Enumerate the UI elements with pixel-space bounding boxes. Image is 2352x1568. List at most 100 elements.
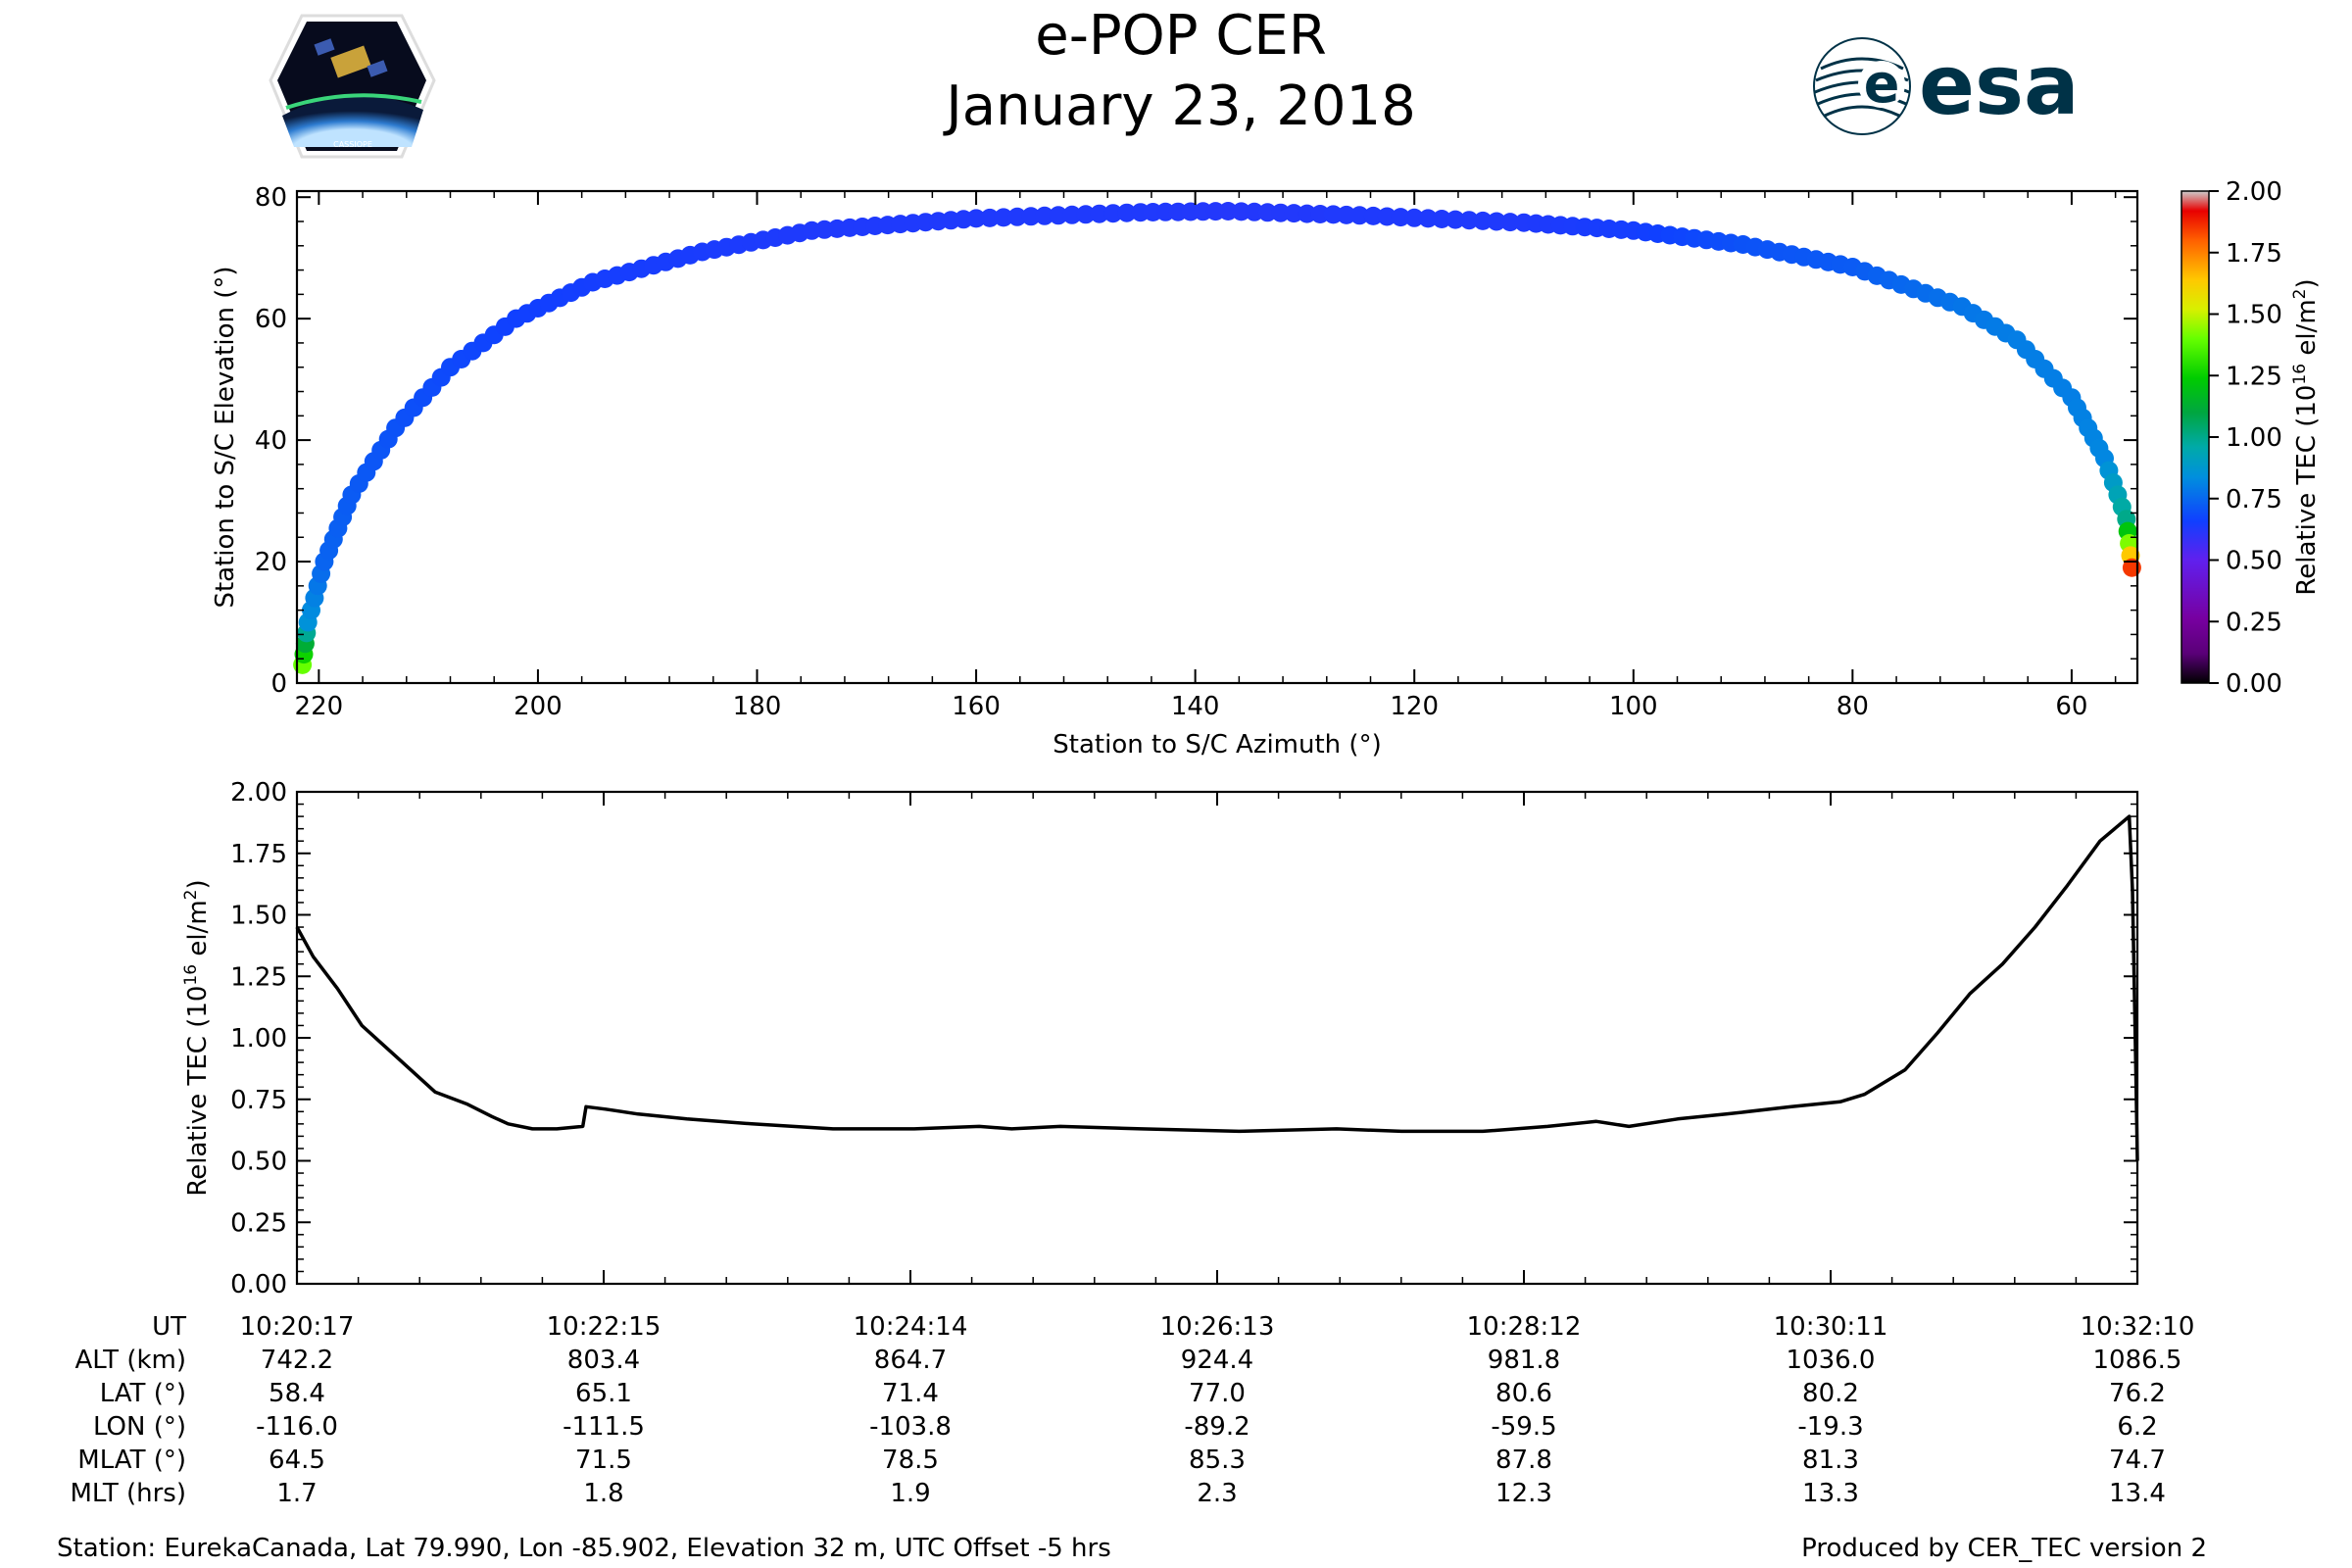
- ephemeris-cell: 864.7: [874, 1346, 947, 1375]
- scatter-point: [1076, 205, 1096, 224]
- ephemeris-cell: 13.3: [1802, 1479, 1859, 1508]
- ephemeris-cell: 1.7: [276, 1479, 317, 1508]
- scatter-point: [1049, 206, 1068, 225]
- tec-scatter-points: [293, 202, 2141, 674]
- colorbar-label-sup1: 16: [2290, 364, 2310, 385]
- colorbar-tick-label: 1.00: [2226, 423, 2282, 453]
- scatter-point: [1021, 207, 1041, 226]
- scatter-point: [1090, 204, 1109, 223]
- x-tick-label: 180: [733, 692, 782, 721]
- ephemeris-cell: 74.7: [2109, 1446, 2166, 1475]
- colorbar-tick-label: 0.00: [2226, 669, 2282, 699]
- scatter-point: [1232, 202, 1251, 221]
- colorbar-tick-label: 1.50: [2226, 301, 2282, 330]
- colorbar-tick-label: 0.25: [2226, 608, 2282, 637]
- ephemeris-cell: 81.3: [1802, 1446, 1859, 1475]
- ephemeris-cell: 80.6: [1495, 1379, 1552, 1408]
- scatter-point: [1432, 210, 1451, 228]
- ephemeris-cell: 77.0: [1189, 1379, 1246, 1408]
- svg-text:e: e: [1864, 53, 1900, 115]
- ephemeris-cell: 6.2: [2117, 1412, 2157, 1442]
- colorbar-label-sup2: 2: [2290, 289, 2310, 300]
- tec-line: [295, 814, 2139, 1161]
- top-plot-frame: [295, 189, 2139, 685]
- scatter-point: [1245, 202, 1264, 221]
- ephemeris-cell: 1036.0: [1787, 1346, 1876, 1375]
- title-line1: e-POP CER: [1035, 4, 1326, 68]
- ephemeris-cell: 78.5: [882, 1446, 939, 1475]
- ephemeris-row-label: ALT (km): [74, 1346, 186, 1375]
- scatter-point: [1418, 209, 1438, 228]
- ephemeris-cell: 10:20:17: [240, 1312, 355, 1342]
- x-tick-label: 80: [1837, 692, 1869, 721]
- relative-tec-chart: 0.00 0.25 0.50 0.75 1.00 1.25 1.50 1.75 2.00 Rel…: [181, 778, 2139, 1299]
- ephemeris-cell: 10:24:14: [854, 1312, 968, 1342]
- esa-logo: e esa: [1813, 37, 2080, 135]
- y-tick-label: 1.50: [230, 902, 287, 931]
- scatter-point: [1007, 207, 1027, 226]
- bottom-y-label-mid: el/m: [183, 900, 213, 964]
- y-tick-label: 80: [255, 183, 287, 213]
- x-tick-label: 200: [514, 692, 563, 721]
- ephemeris-cell: 13.4: [2109, 1479, 2166, 1508]
- ephemeris-cell: 80.2: [1802, 1379, 1859, 1408]
- ephemeris-cell: 1.8: [583, 1479, 623, 1508]
- top-y-ticks: 0 20 40 60 80: [255, 183, 2137, 699]
- colorbar-tick-label: 0.75: [2226, 485, 2282, 514]
- ephemeris-row-label: UT: [152, 1312, 186, 1342]
- y-tick-label: 1.75: [230, 840, 287, 869]
- scatter-point: [1500, 213, 1520, 232]
- station-info: Station: EurekaCanada, Lat 79.990, Lon -…: [57, 1534, 1111, 1563]
- bottom-y-label-sup2: 2: [181, 890, 201, 901]
- y-tick-label: 0.00: [230, 1270, 287, 1299]
- ephemeris-cell: 71.4: [882, 1379, 939, 1408]
- x-tick-label: 100: [1609, 692, 1658, 721]
- scatter-point: [1487, 212, 1506, 231]
- bottom-y-label-end: ): [183, 879, 213, 889]
- ephemeris-cell: 981.8: [1488, 1346, 1560, 1375]
- ephemeris-cell: 87.8: [1495, 1446, 1552, 1475]
- ephemeris-row-label: MLAT (°): [77, 1446, 186, 1475]
- cassiope-logo: CASSIOPE: [269, 14, 436, 159]
- scatter-point: [1377, 207, 1396, 226]
- scatter-point: [1103, 204, 1123, 223]
- top-x-axis-label: Station to S/C Azimuth (°): [1053, 730, 1381, 760]
- colorbar-label: Relative TEC (1016 el/m2): [2290, 278, 2322, 595]
- colorbar-gradient: [2180, 190, 2210, 684]
- x-tick-label: 140: [1171, 692, 1220, 721]
- bottom-y-ticks: 0.00 0.25 0.50 0.75 1.00 1.25 1.50 1.75 2.00: [230, 778, 2137, 1299]
- ephemeris-cell: 65.1: [575, 1379, 632, 1408]
- colorbar-tick-label: 2.00: [2226, 177, 2282, 207]
- ephemeris-row-label: LON (°): [93, 1412, 186, 1442]
- colorbar-ticks: 0.00 0.25 0.50 0.75 1.00 1.25 1.50 1.75 2.00: [2209, 177, 2282, 699]
- ephemeris-cell: 58.4: [269, 1379, 325, 1408]
- scatter-point: [1117, 203, 1137, 222]
- scatter-point: [1284, 204, 1303, 223]
- ephemeris-cell: 85.3: [1189, 1446, 1246, 1475]
- ephemeris-table: UT ALT (km) LAT (°) LON (°) MLAT (°) MLT (hrs…: [71, 1312, 2195, 1508]
- ephemeris-cell: 742.2: [261, 1346, 333, 1375]
- ephemeris-cell: -59.5: [1491, 1412, 1556, 1442]
- ephemeris-cell: 10:28:12: [1467, 1312, 1582, 1342]
- y-tick-label: 1.00: [230, 1024, 287, 1054]
- scatter-point: [1062, 205, 1082, 224]
- colorbar-tick-label: 1.75: [2226, 239, 2282, 269]
- ephemeris-cell: 10:26:13: [1160, 1312, 1275, 1342]
- cassiope-label: CASSIOPE: [333, 140, 372, 149]
- scatter-point: [1035, 206, 1054, 225]
- y-tick-label: 0: [270, 669, 287, 699]
- scatter-point: [1271, 203, 1291, 222]
- satellite-icon: [314, 38, 388, 78]
- colorbar: 0.00 0.25 0.50 0.75 1.00 1.25 1.50 1.75 2.00 Rel…: [2180, 177, 2322, 699]
- ephemeris-cell: 924.4: [1181, 1346, 1253, 1375]
- scatter-point: [966, 209, 986, 228]
- colorbar-label-mid: el/m: [2292, 299, 2322, 364]
- y-tick-label: 2.00: [230, 778, 287, 808]
- y-tick-label: 0.50: [230, 1148, 287, 1177]
- colorbar-tick-label: 0.50: [2226, 547, 2282, 576]
- bottom-x-ticks: [296, 792, 2138, 1284]
- scatter-point: [1349, 206, 1369, 225]
- ephemeris-row-label: MLT (hrs): [71, 1479, 187, 1508]
- x-tick-label: 60: [2055, 692, 2087, 721]
